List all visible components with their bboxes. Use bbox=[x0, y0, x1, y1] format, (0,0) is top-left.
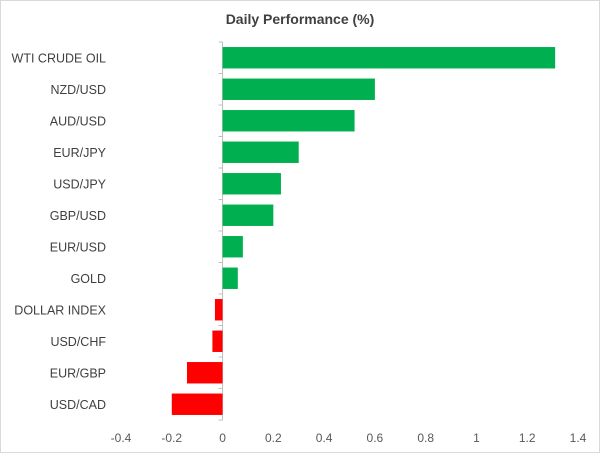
x-tick-label: 0 bbox=[219, 431, 226, 445]
x-tick-label: 0.8 bbox=[417, 431, 434, 445]
category-label: USD/CHF bbox=[50, 335, 106, 349]
bar-usd-cad bbox=[171, 393, 223, 415]
bar-dollar-index bbox=[214, 299, 223, 321]
x-tick-label: 0.2 bbox=[265, 431, 282, 445]
x-tick-label: 1.2 bbox=[519, 431, 536, 445]
bar-wti-crude-oil bbox=[222, 47, 556, 69]
category-label: EUR/USD bbox=[50, 240, 106, 254]
category-label: EUR/GBP bbox=[50, 366, 106, 380]
bars-layer bbox=[171, 47, 556, 415]
bar-eur-usd bbox=[222, 236, 243, 258]
category-label: DOLLAR INDEX bbox=[14, 303, 106, 317]
category-label: AUD/USD bbox=[50, 114, 106, 128]
tick-labels: -0.4 -0.2 0 0.2 0.4 0.6 0.8 1 1.2 1.4 bbox=[111, 431, 587, 445]
category-label: GOLD bbox=[71, 272, 106, 286]
bar-eur-jpy bbox=[222, 141, 299, 163]
category-label: WTI CRUDE OIL bbox=[12, 51, 106, 65]
bar-nzd-usd bbox=[222, 78, 375, 100]
x-tick-label: 0.4 bbox=[316, 431, 333, 445]
category-label: GBP/USD bbox=[50, 209, 106, 223]
x-tick-label: -0.2 bbox=[161, 431, 182, 445]
category-label: USD/JPY bbox=[53, 177, 106, 191]
bar-aud-usd bbox=[222, 110, 355, 132]
x-tick-label: 1.4 bbox=[570, 431, 587, 445]
category-label: EUR/JPY bbox=[53, 146, 106, 160]
x-tick-label: -0.4 bbox=[111, 431, 132, 445]
bar-gold bbox=[222, 267, 238, 289]
bar-eur-gbp bbox=[187, 362, 223, 384]
x-tick-label: 1 bbox=[473, 431, 480, 445]
x-tick-label: 0.6 bbox=[367, 431, 384, 445]
bar-usd-jpy bbox=[222, 173, 281, 195]
axis-layer bbox=[218, 41, 224, 421]
bar-usd-chf bbox=[212, 330, 223, 352]
category-labels: WTI CRUDE OIL NZD/USD AUD/USD EUR/JPY USD/JP… bbox=[12, 51, 107, 412]
category-label: USD/CAD bbox=[50, 398, 106, 412]
chart-title: Daily Performance (%) bbox=[226, 11, 375, 27]
category-label: NZD/USD bbox=[50, 83, 106, 97]
bar-gbp-usd bbox=[222, 204, 274, 226]
